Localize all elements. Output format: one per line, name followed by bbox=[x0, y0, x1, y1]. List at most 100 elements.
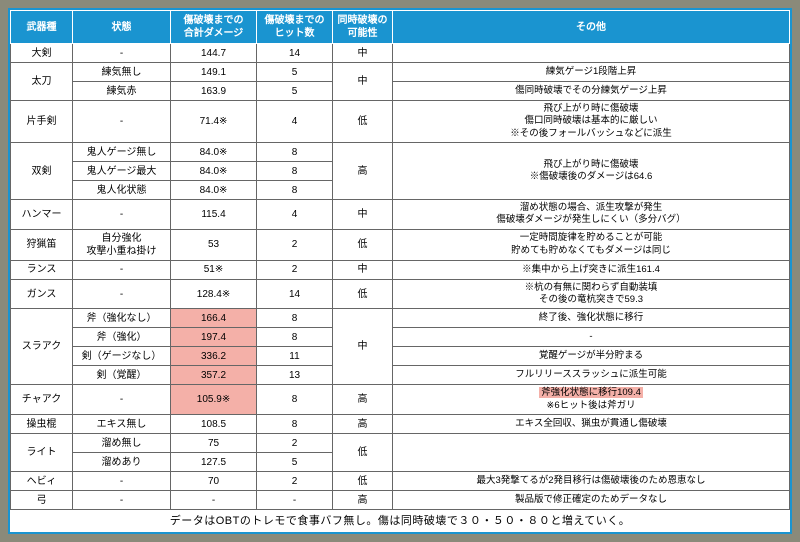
table-row: 大剣-144.714中 bbox=[11, 44, 790, 63]
table-row: 剣（ゲージなし）336.211 覚醒ゲージが半分貯まる bbox=[11, 347, 790, 366]
table-row: 弓---高製品版で修正確定のためデータなし bbox=[11, 491, 790, 510]
cell-weapon: 弓 bbox=[11, 491, 73, 510]
cell-state: 鬼人ゲージ無し bbox=[73, 143, 171, 162]
cell-damage: 105.9※ bbox=[171, 385, 257, 415]
cell-state: - bbox=[73, 101, 171, 143]
cell-note: - bbox=[393, 328, 790, 347]
table-row: 狩猟笛自分強化攻撃小重ね掛け532低一定時間旋律を貯めることが可能貯めても貯めな… bbox=[11, 229, 790, 260]
cell-hits: 8 bbox=[257, 162, 333, 181]
cell-state: 溜めあり bbox=[73, 453, 171, 472]
cell-state: - bbox=[73, 200, 171, 230]
col-simul: 同時破壊の可能性 bbox=[333, 11, 393, 44]
cell-hits: 2 bbox=[257, 229, 333, 260]
cell-simul: 中 bbox=[333, 44, 393, 63]
cell-damage: 128.4※ bbox=[171, 279, 257, 309]
cell-weapon: 狩猟笛 bbox=[11, 229, 73, 260]
cell-hits: 14 bbox=[257, 279, 333, 309]
table-row: 操虫棍エキス無し108.58高エキス全回収、猟虫が貫通し傷破壊 bbox=[11, 415, 790, 434]
cell-weapon: ヘビィ bbox=[11, 472, 73, 491]
cell-weapon: 操虫棍 bbox=[11, 415, 73, 434]
col-damage: 傷破壊までの合計ダメージ bbox=[171, 11, 257, 44]
table-row: ヘビィ-702低最大3発撃てるが2発目移行は傷破壊後のため恩恵なし bbox=[11, 472, 790, 491]
col-state: 状態 bbox=[73, 11, 171, 44]
cell-weapon: スラアク bbox=[11, 309, 73, 385]
table-row: 双剣鬼人ゲージ無し84.0※8高飛び上がり時に傷破壊※傷破壊後のダメージは64.… bbox=[11, 143, 790, 162]
cell-state: - bbox=[73, 279, 171, 309]
col-weapon: 武器種 bbox=[11, 11, 73, 44]
cell-damage: 51※ bbox=[171, 260, 257, 279]
cell-hits: 11 bbox=[257, 347, 333, 366]
cell-damage: 115.4 bbox=[171, 200, 257, 230]
cell-state: 練気無し bbox=[73, 63, 171, 82]
cell-simul: 低 bbox=[333, 279, 393, 309]
cell-hits: 8 bbox=[257, 309, 333, 328]
cell-damage: 197.4 bbox=[171, 328, 257, 347]
cell-simul: 高 bbox=[333, 415, 393, 434]
cell-note: 製品版で修正確定のためデータなし bbox=[393, 491, 790, 510]
col-note: その他 bbox=[393, 11, 790, 44]
cell-damage: 149.1 bbox=[171, 63, 257, 82]
cell-hits: 14 bbox=[257, 44, 333, 63]
cell-simul: 低 bbox=[333, 472, 393, 491]
cell-simul: 中 bbox=[333, 63, 393, 101]
cell-hits: - bbox=[257, 491, 333, 510]
cell-note: 斧強化状態に移行109.4※6ヒット後は斧ガリ bbox=[393, 385, 790, 415]
cell-state: - bbox=[73, 260, 171, 279]
cell-state: 斧（強化） bbox=[73, 328, 171, 347]
table-row: 太刀練気無し149.15中練気ゲージ1段階上昇 bbox=[11, 63, 790, 82]
cell-note: ※集中から上げ突きに派生161.4 bbox=[393, 260, 790, 279]
cell-hits: 8 bbox=[257, 181, 333, 200]
cell-hits: 2 bbox=[257, 472, 333, 491]
cell-state: - bbox=[73, 491, 171, 510]
cell-state: 鬼人化状態 bbox=[73, 181, 171, 200]
cell-simul: 低 bbox=[333, 101, 393, 143]
cell-simul: 低 bbox=[333, 229, 393, 260]
cell-weapon: 大剣 bbox=[11, 44, 73, 63]
table: 武器種 状態 傷破壊までの合計ダメージ 傷破壊までのヒット数 同時破壊の可能性 … bbox=[10, 10, 790, 532]
cell-damage: 75 bbox=[171, 434, 257, 453]
weapon-data-table: 武器種 状態 傷破壊までの合計ダメージ 傷破壊までのヒット数 同時破壊の可能性 … bbox=[8, 8, 792, 534]
cell-state: 自分強化攻撃小重ね掛け bbox=[73, 229, 171, 260]
cell-note: エキス全回収、猟虫が貫通し傷破壊 bbox=[393, 415, 790, 434]
cell-damage: 108.5 bbox=[171, 415, 257, 434]
cell-note: 傷同時破壊でその分練気ゲージ上昇 bbox=[393, 82, 790, 101]
cell-simul: 高 bbox=[333, 491, 393, 510]
cell-hits: 8 bbox=[257, 385, 333, 415]
table-row: ガンス-128.4※14低※杭の有無に関わらず自動装填その後の竜杭突きで59.3 bbox=[11, 279, 790, 309]
cell-hits: 4 bbox=[257, 200, 333, 230]
cell-state: - bbox=[73, 472, 171, 491]
table-row: 斧（強化）197.48 - bbox=[11, 328, 790, 347]
cell-hits: 8 bbox=[257, 415, 333, 434]
cell-state: 斧（強化なし） bbox=[73, 309, 171, 328]
cell-damage: 166.4 bbox=[171, 309, 257, 328]
table-row: ランス-51※2中※集中から上げ突きに派生161.4 bbox=[11, 260, 790, 279]
cell-note: 飛び上がり時に傷破壊傷口同時破壊は基本的に厳しい※その後フォールバッシュなどに派… bbox=[393, 101, 790, 143]
table-row: ハンマー-115.44中溜め状態の場合、派生攻撃が発生傷破壊ダメージが発生しにく… bbox=[11, 200, 790, 230]
cell-simul: 中 bbox=[333, 200, 393, 230]
cell-note: 一定時間旋律を貯めることが可能貯めても貯めなくてもダメージは同じ bbox=[393, 229, 790, 260]
cell-note: 溜め状態の場合、派生攻撃が発生傷破壊ダメージが発生しにくい（多分バグ） bbox=[393, 200, 790, 230]
cell-note: 覚醒ゲージが半分貯まる bbox=[393, 347, 790, 366]
cell-weapon: ライト bbox=[11, 434, 73, 472]
cell-weapon: 太刀 bbox=[11, 63, 73, 101]
table-row: スラアク斧（強化なし）166.48中終了後、強化状態に移行 bbox=[11, 309, 790, 328]
cell-hits: 5 bbox=[257, 453, 333, 472]
cell-hits: 8 bbox=[257, 328, 333, 347]
cell-hits: 5 bbox=[257, 63, 333, 82]
cell-note: ※杭の有無に関わらず自動装填その後の竜杭突きで59.3 bbox=[393, 279, 790, 309]
cell-state: 剣（覚醒） bbox=[73, 366, 171, 385]
cell-simul: 高 bbox=[333, 385, 393, 415]
cell-damage: 84.0※ bbox=[171, 181, 257, 200]
cell-state: 溜め無し bbox=[73, 434, 171, 453]
cell-simul: 低 bbox=[333, 434, 393, 472]
cell-damage: - bbox=[171, 491, 257, 510]
cell-state: 剣（ゲージなし） bbox=[73, 347, 171, 366]
table-row: 練気赤163.95傷同時破壊でその分練気ゲージ上昇 bbox=[11, 82, 790, 101]
table-row: ライト溜め無し752低 bbox=[11, 434, 790, 453]
cell-state: 鬼人ゲージ最大 bbox=[73, 162, 171, 181]
cell-weapon: ガンス bbox=[11, 279, 73, 309]
cell-damage: 336.2 bbox=[171, 347, 257, 366]
cell-hits: 13 bbox=[257, 366, 333, 385]
cell-weapon: 片手剣 bbox=[11, 101, 73, 143]
cell-simul: 高 bbox=[333, 143, 393, 200]
